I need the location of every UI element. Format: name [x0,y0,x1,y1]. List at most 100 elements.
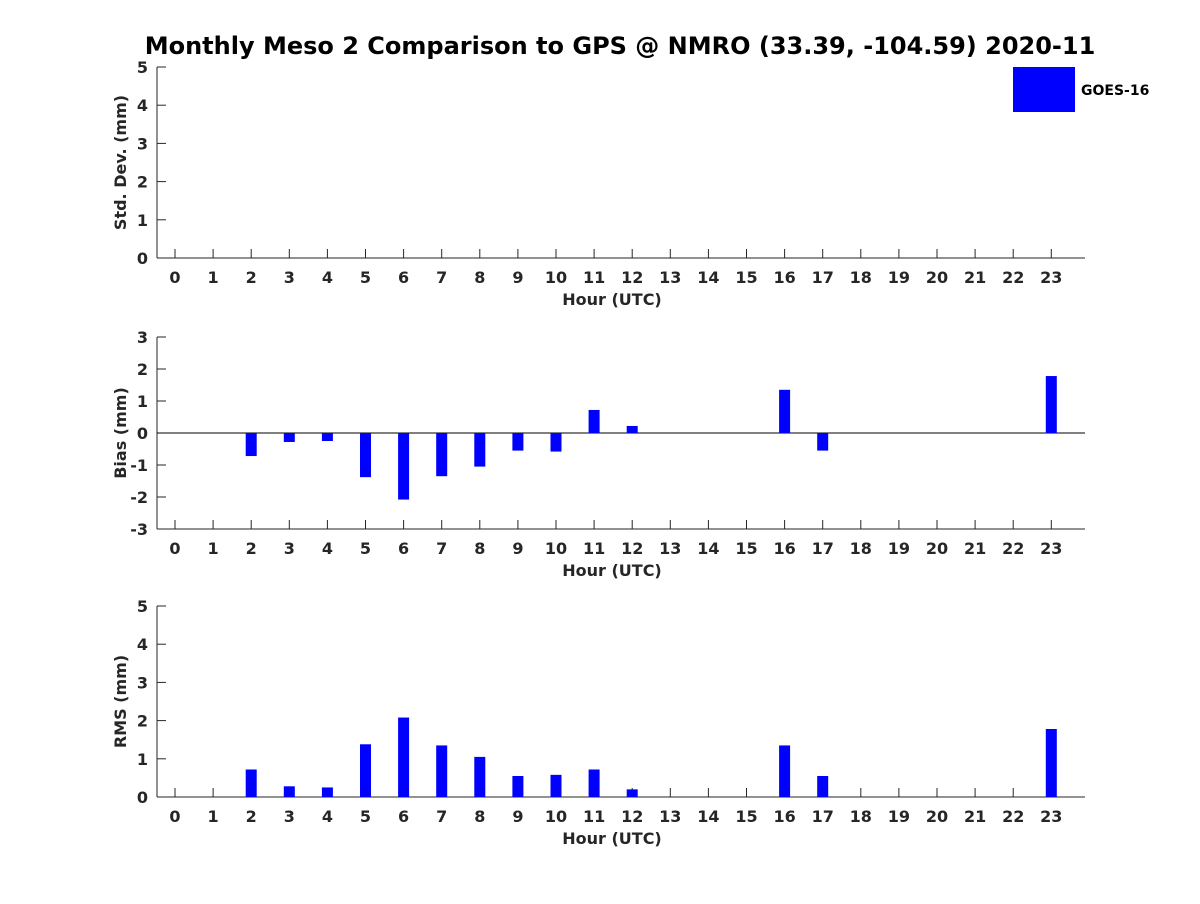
x-tick-label: 23 [1040,268,1062,287]
bar-hour-12 [626,425,638,433]
x-tick-label: 0 [169,807,180,826]
bar-hour-16 [779,389,791,433]
x-tick-label: 15 [735,539,757,558]
x-tick-label: 22 [1002,807,1024,826]
x-tick-label: 1 [208,539,219,558]
y-axis-label: Bias (mm) [111,387,130,479]
x-tick-label: 5 [360,807,371,826]
y-tick-label: 1 [137,211,148,230]
x-tick-label: 11 [583,539,605,558]
x-tick-label: 7 [436,539,447,558]
bar-hour-12 [626,789,638,797]
x-tick-label: 9 [512,539,523,558]
bar-hour-23 [1045,376,1057,433]
x-tick-label: 12 [621,807,643,826]
x-tick-label: 8 [474,807,485,826]
x-tick-label: 5 [360,268,371,287]
x-tick-label: 15 [735,807,757,826]
x-tick-label: 20 [926,539,948,558]
x-tick-label: 19 [888,268,910,287]
y-tick-label: 2 [137,712,148,731]
x-tick-label: 1 [208,807,219,826]
bar-hour-11 [588,409,600,433]
x-tick-label: 21 [964,539,986,558]
x-tick-label: 3 [284,268,295,287]
x-tick-label: 4 [322,539,333,558]
x-tick-label: 8 [474,539,485,558]
x-tick-label: 9 [512,807,523,826]
x-tick-label: 13 [659,539,681,558]
x-tick-label: 23 [1040,807,1062,826]
x-tick-label: 18 [850,807,872,826]
y-tick-label: 2 [137,360,148,379]
y-tick-label: 5 [137,597,148,616]
x-tick-label: 5 [360,539,371,558]
x-tick-label: 14 [697,268,719,287]
x-tick-label: 11 [583,268,605,287]
bar-hour-6 [398,717,410,797]
x-tick-label: 15 [735,268,757,287]
x-axis-label: Hour (UTC) [562,829,662,848]
x-tick-label: 6 [398,807,409,826]
bar-hour-3 [283,433,295,442]
bar-hour-17 [817,775,829,797]
x-tick-label: 20 [926,268,948,287]
bar-hour-10 [550,774,562,797]
legend: GOES-16 [1013,67,1149,112]
x-tick-label: 17 [812,268,834,287]
y-tick-label: 0 [137,788,148,807]
x-tick-label: 18 [850,539,872,558]
x-tick-label: 12 [621,539,643,558]
x-tick-label: 23 [1040,539,1062,558]
x-tick-label: 1 [208,268,219,287]
y-tick-label: 3 [137,673,148,692]
y-tick-label: -2 [130,488,148,507]
bar-hour-2 [245,433,257,457]
bar-hour-5 [360,433,371,478]
x-tick-label: 4 [322,807,333,826]
bar-hour-8 [474,433,486,467]
bar-hour-10 [550,433,562,452]
bar-hour-7 [436,433,448,477]
x-tick-label: 16 [773,807,795,826]
x-tick-label: 11 [583,807,605,826]
x-tick-label: 21 [964,807,986,826]
x-tick-label: 2 [246,807,257,826]
x-tick-label: 6 [398,539,409,558]
x-tick-label: 14 [697,539,719,558]
x-tick-label: 13 [659,268,681,287]
y-tick-label: 5 [137,58,148,77]
y-axis-label: Std. Dev. (mm) [111,95,130,230]
legend-label: GOES-16 [1081,83,1149,99]
y-tick-label: -3 [130,520,148,539]
x-tick-label: 16 [773,268,795,287]
bar-hour-6 [398,433,410,500]
x-tick-label: 18 [850,268,872,287]
bar-hour-8 [474,756,486,797]
x-tick-label: 10 [545,539,567,558]
x-tick-label: 17 [812,807,834,826]
y-tick-label: 3 [137,328,148,347]
x-tick-label: 6 [398,268,409,287]
x-tick-label: 3 [284,539,295,558]
x-tick-label: 2 [246,539,257,558]
x-tick-label: 10 [545,268,567,287]
y-tick-label: -1 [130,456,148,475]
x-tick-label: 7 [436,807,447,826]
legend-swatch [1013,67,1075,112]
x-tick-label: 7 [436,268,447,287]
x-tick-label: 21 [964,268,986,287]
x-tick-label: 2 [246,268,257,287]
y-tick-label: 1 [137,750,148,769]
bar-hour-9 [512,775,524,797]
chart-title: Monthly Meso 2 Comparison to GPS @ NMRO … [145,32,1096,60]
y-tick-label: 4 [137,635,148,654]
y-tick-label: 0 [137,249,148,268]
y-tick-label: 3 [137,134,148,153]
y-tick-label: 0 [137,424,148,443]
x-tick-label: 10 [545,807,567,826]
